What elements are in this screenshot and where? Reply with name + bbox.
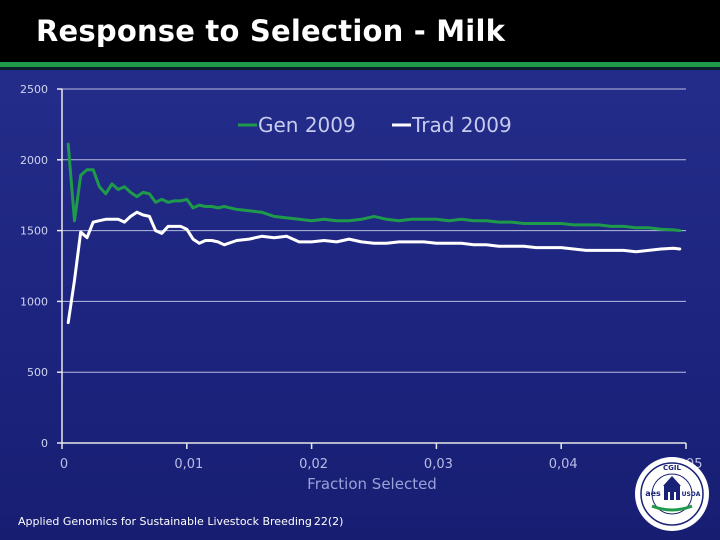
- y-tick-label: 1500: [20, 225, 48, 238]
- logo-left-text: aes: [645, 489, 661, 498]
- footer: Applied Genomics for Sustainable Livesto…: [18, 515, 343, 528]
- page-number-overlay: (2): [327, 515, 344, 528]
- x-axis: 00,010,020,030,040,05: [60, 442, 702, 472]
- y-axis: 0 500 1000 1500 2000 2500: [20, 83, 63, 450]
- footer-text: Applied Genomics for Sustainable Livesto…: [18, 515, 312, 528]
- x-tick-label: 0,03: [424, 457, 453, 472]
- y-tick-label: 2500: [20, 83, 48, 96]
- x-tick-label: 0,04: [549, 457, 578, 472]
- page-number: 22: [313, 515, 328, 528]
- legend-label: Trad 2009: [411, 113, 512, 137]
- y-tick-label: 1000: [20, 295, 48, 308]
- y-tick-label: 2000: [20, 154, 48, 167]
- title-rule-dark: [0, 67, 720, 70]
- series-line-gen-2009: [66, 142, 682, 233]
- title-rule-green: [0, 62, 720, 67]
- x-tick-label: 0,01: [174, 457, 203, 472]
- y-tick-label: 0: [41, 437, 48, 450]
- university-seal-icon: CGIL aes USDA: [635, 457, 709, 531]
- x-tick-label: 0: [60, 457, 68, 472]
- x-axis-label: Fraction Selected: [307, 475, 437, 493]
- logo-top-text: CGIL: [663, 464, 681, 472]
- legend: Gen 2009 Trad 2009: [238, 113, 512, 137]
- series-lines: [66, 142, 682, 325]
- slide-title: Response to Selection - Milk: [36, 14, 506, 48]
- legend-label: Gen 2009: [258, 113, 356, 137]
- title-bar: [0, 0, 720, 62]
- series-line-trad-2009: [66, 210, 682, 325]
- y-tick-label: 500: [27, 366, 48, 379]
- logo-right-text: USDA: [682, 491, 701, 498]
- x-tick-label: 0,02: [299, 457, 328, 472]
